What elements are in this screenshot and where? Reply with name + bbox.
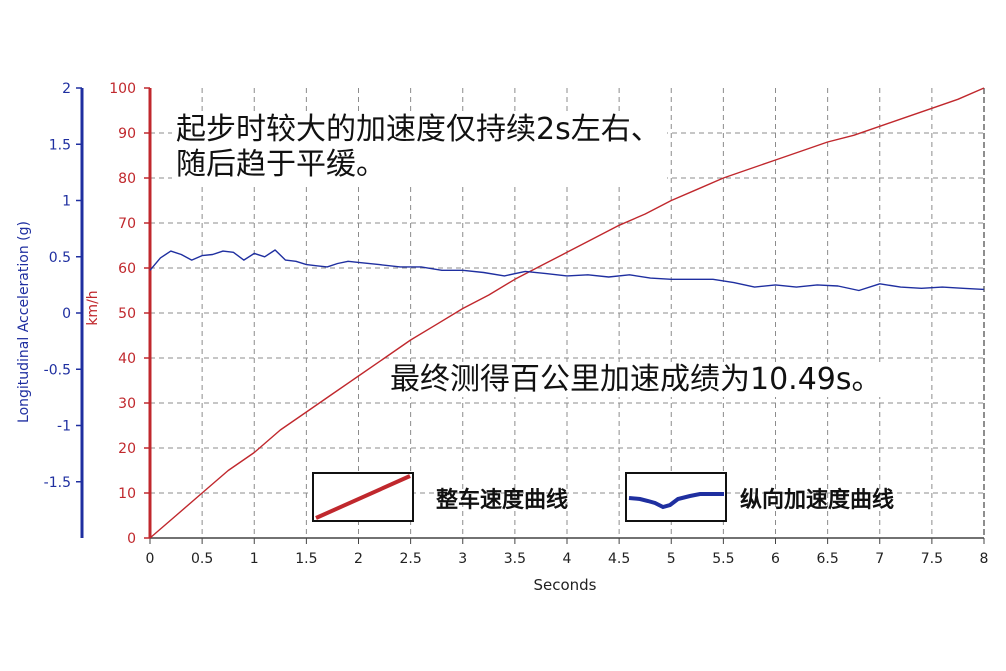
acceleration-series-line xyxy=(149,249,985,292)
speed-series-line xyxy=(149,87,985,539)
x-tick-label: 5.5 xyxy=(712,551,734,567)
x-tick-label: 2.5 xyxy=(399,551,421,567)
accel-tick-label: -0.5 xyxy=(44,362,71,378)
y-right-axis-label: km/h xyxy=(85,290,101,325)
x-tick-label: 6.5 xyxy=(816,551,838,567)
legend xyxy=(312,472,727,522)
x-tick-label: 3.5 xyxy=(504,551,526,567)
x-tick-label: 1 xyxy=(250,551,259,567)
accel-tick-label: 1.5 xyxy=(49,137,71,153)
annotation-startup-line2: 随后趋于平缓。 xyxy=(176,147,386,183)
x-tick-label: 6 xyxy=(771,551,780,567)
speed-tick-label: 100 xyxy=(109,81,136,97)
legend-swatch-accel xyxy=(625,472,727,522)
x-tick-label: 0.5 xyxy=(191,551,213,567)
x-tick-label: 3 xyxy=(458,551,467,567)
annotation-startup: 起步时较大的加速度仅持续2s左右、 随后趋于平缓。 xyxy=(172,112,667,183)
legend-label-accel: 纵向加速度曲线 xyxy=(740,488,895,513)
speed-tick-label: 60 xyxy=(118,261,136,277)
x-tick-label: 0 xyxy=(146,551,155,567)
speed-tick-label: 0 xyxy=(127,531,136,547)
speed-tick-label: 70 xyxy=(118,216,136,232)
speed-tick-label: 40 xyxy=(118,351,136,367)
annotation-startup-line1: 起步时较大的加速度仅持续2s左右、 xyxy=(176,112,661,147)
y-left-axis: 2 1.5 1 0.5 0 -0.5 -1 -1.5 xyxy=(44,81,84,538)
x-axis-label: Seconds xyxy=(533,576,596,594)
x-tick-label: 2 xyxy=(354,551,363,567)
speed-tick-label: 10 xyxy=(118,486,136,502)
x-axis-ticks: 0 0.5 1 1.5 2 2.5 3 3.5 4 4.5 5 5.5 6 6.5 7 7.5 8 xyxy=(146,537,989,567)
accel-tick-label: 0.5 xyxy=(49,250,71,266)
series-layer xyxy=(149,87,985,539)
x-tick-label: 7 xyxy=(875,551,884,567)
x-tick-label: 8 xyxy=(980,551,989,567)
accel-tick-label: 2 xyxy=(62,81,71,97)
speed-tick-label: 30 xyxy=(118,396,136,412)
accel-tick-label: 1 xyxy=(62,194,71,210)
legend-label-speed: 整车速度曲线 xyxy=(436,488,569,513)
y-left-axis-label: Longitudinal Acceleration (g) xyxy=(16,221,32,423)
x-tick-label: 7.5 xyxy=(921,551,943,567)
speed-tick-label: 50 xyxy=(118,306,136,322)
x-tick-label: 4 xyxy=(563,551,572,567)
accel-tick-label: -1.5 xyxy=(44,475,71,491)
annotation-result: 最终测得百公里加速成绩为10.49s。 xyxy=(386,362,886,398)
x-tick-label: 5 xyxy=(667,551,676,567)
speed-tick-label: 20 xyxy=(118,441,136,457)
x-tick-label: 4.5 xyxy=(608,551,630,567)
accel-tick-label: -1 xyxy=(57,419,71,435)
speed-tick-label: 80 xyxy=(118,171,136,187)
x-tick-label: 1.5 xyxy=(295,551,317,567)
speed-tick-label: 90 xyxy=(118,126,136,142)
accel-tick-label: 0 xyxy=(62,306,71,322)
